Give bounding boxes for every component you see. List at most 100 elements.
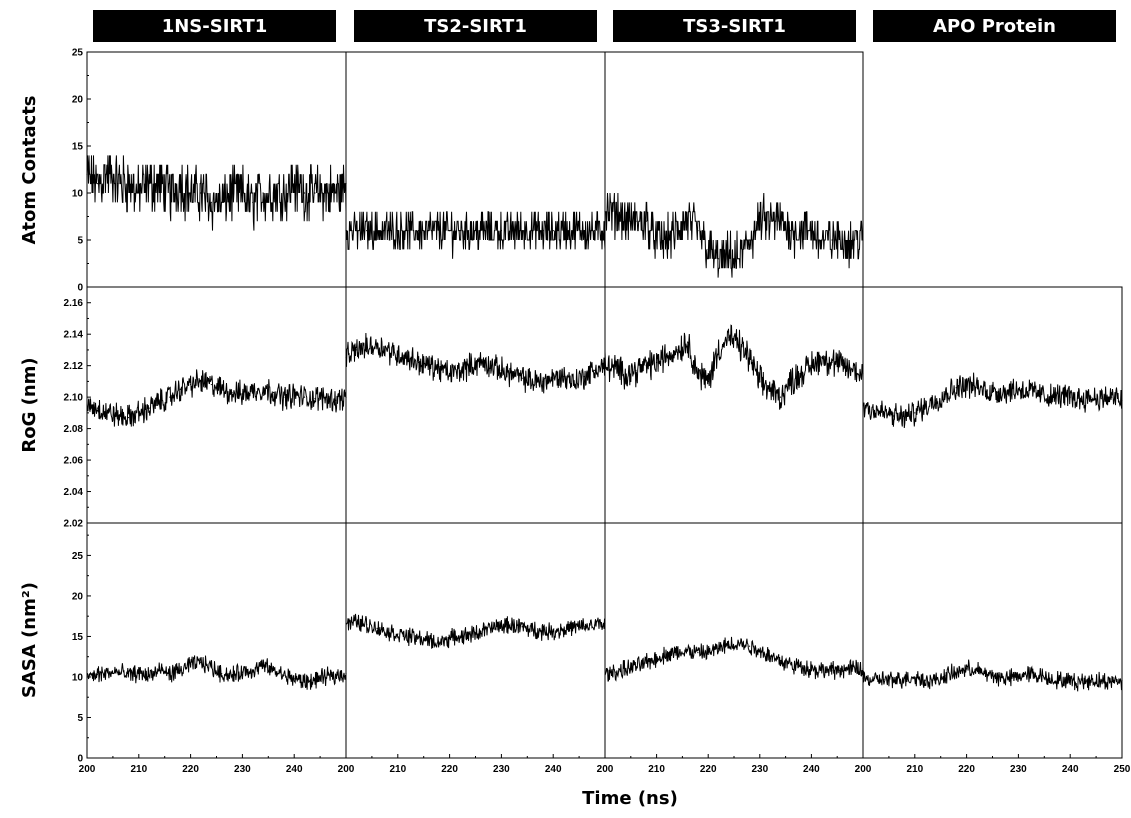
data-point-r0-c2-7 [676, 230, 678, 232]
x-tick-label-c2: 210 [648, 764, 665, 775]
data-point-r1-c0-6 [148, 407, 150, 409]
data-point-r1-c0-2 [107, 412, 109, 414]
data-point-r2-c3-9 [955, 672, 957, 674]
data-point-r2-c1-1 [355, 621, 357, 623]
data-point-r1-c3-13 [997, 391, 999, 394]
data-point-r0-c2-9 [697, 230, 699, 232]
data-point-r0-c0-18 [272, 192, 275, 194]
data-point-r2-c1-5 [397, 633, 399, 635]
data-point-r1-c3-20 [1069, 396, 1071, 398]
data-point-r2-c3-19 [1059, 679, 1061, 681]
data-point-r1-c3-12 [986, 390, 988, 392]
data-point-r2-c0-20 [293, 677, 295, 680]
data-point-r1-c0-13 [221, 388, 223, 390]
data-point-r2-c2-21 [821, 669, 823, 672]
data-point-r1-c1-21 [562, 376, 565, 378]
data-point-r2-c1-18 [531, 629, 534, 631]
data-point-r2-c1-16 [511, 624, 513, 626]
data-point-r2-c1-3 [376, 627, 378, 629]
data-point-r2-c2-19 [800, 665, 802, 668]
data-point-r2-c3-22 [1090, 679, 1092, 681]
data-point-r2-c0-8 [169, 673, 171, 675]
data-point-r1-c0-15 [241, 393, 243, 395]
data-point-r1-c0-21 [303, 396, 306, 398]
data-point-r1-c3-22 [1090, 396, 1092, 398]
data-point-r0-c1-13 [480, 230, 482, 232]
data-point-r1-c2-9 [697, 372, 699, 375]
y-tick-label-r2: 20 [72, 591, 84, 602]
y-tick-label-r2: 0 [77, 754, 83, 765]
data-point-r2-c0-7 [158, 669, 161, 672]
data-point-r2-c3-20 [1069, 680, 1071, 682]
data-point-r2-c0-21 [303, 681, 306, 683]
x-tick-label-c1: 200 [338, 764, 355, 775]
data-point-r1-c2-8 [686, 341, 689, 343]
y-tick-label-r1: 2.02 [64, 519, 84, 530]
data-point-r0-c1-5 [397, 230, 399, 232]
data-point-r0-c0-15 [241, 192, 243, 194]
x-tick-label-c2: 230 [751, 764, 768, 775]
data-point-r1-c3-4 [903, 416, 906, 419]
data-point-r2-c2-7 [676, 652, 678, 654]
data-point-r2-c2-23 [841, 669, 843, 671]
panel-frame-r0-c2 [604, 51, 864, 288]
data-point-r0-c0-8 [169, 192, 171, 194]
data-point-r2-c0-5 [138, 672, 140, 674]
panel-frame-r0-c0 [86, 51, 347, 288]
column-header-1ns-sirt1: 1NS-SIRT1 [93, 10, 336, 42]
x-tick-label-c2: 220 [700, 764, 717, 775]
data-point-r2-c1-23 [583, 626, 585, 628]
data-point-r0-c2-5 [656, 239, 658, 241]
panel-frame-r1-c2 [604, 286, 864, 524]
data-point-r1-c3-24 [1111, 396, 1113, 398]
data-point-r1-c0-3 [117, 415, 119, 417]
data-point-r2-c2-4 [645, 661, 647, 663]
data-point-r2-c3-14 [1007, 677, 1009, 680]
y-tick-label-r1: 2.10 [64, 393, 84, 404]
data-point-r1-c0-16 [252, 390, 254, 392]
data-point-r1-c0-0 [86, 404, 88, 406]
x-tick-label-c2: 200 [597, 764, 614, 775]
data-point-r1-c2-16 [769, 388, 771, 390]
data-point-r2-c3-10 [966, 668, 968, 670]
data-point-r2-c3-5 [914, 676, 916, 678]
data-point-r1-c2-4 [645, 365, 647, 367]
data-point-r0-c2-6 [666, 239, 668, 241]
panel-frame-r0-c1 [345, 51, 606, 288]
data-point-r1-c3-11 [976, 387, 978, 389]
data-point-r2-c0-19 [283, 674, 285, 676]
data-point-r0-c0-17 [262, 192, 264, 194]
data-point-r1-c1-1 [355, 349, 357, 351]
data-point-r0-c2-14 [748, 239, 751, 241]
data-point-r2-c1-21 [562, 628, 565, 630]
data-point-r1-c2-6 [666, 355, 668, 357]
data-point-r2-c1-7 [417, 637, 420, 639]
data-point-r2-c2-22 [831, 669, 833, 672]
data-point-r2-c2-15 [759, 649, 761, 651]
data-point-r1-c0-19 [283, 396, 285, 398]
data-point-r2-c0-16 [252, 669, 254, 672]
y-tick-label-r0: 0 [77, 283, 83, 294]
data-point-r2-c1-6 [407, 635, 409, 638]
data-point-r0-c2-3 [635, 220, 637, 222]
data-point-r2-c3-6 [924, 679, 926, 681]
data-point-r1-c0-10 [190, 383, 192, 386]
data-point-r1-c3-5 [914, 412, 916, 414]
data-point-r1-c1-5 [397, 354, 399, 356]
data-point-r2-c2-3 [635, 665, 637, 668]
data-point-r2-c1-17 [521, 626, 523, 628]
series-line-r1-c0 [86, 369, 347, 427]
x-tick-label-c3: 240 [1062, 764, 1079, 775]
data-point-r0-c2-20 [810, 230, 813, 232]
data-point-r1-c1-13 [480, 361, 482, 364]
data-point-r1-c1-19 [542, 380, 544, 382]
data-point-r1-c1-8 [428, 365, 430, 367]
data-point-r2-c0-11 [200, 661, 202, 663]
data-point-r1-c1-12 [469, 365, 471, 367]
x-tick-label-c1: 230 [493, 764, 510, 775]
data-point-r1-c3-10 [966, 383, 968, 386]
data-point-r0-c0-10 [190, 192, 192, 194]
data-point-r2-c2-8 [686, 650, 689, 652]
data-point-r2-c2-1 [614, 671, 616, 673]
x-tick-label-c3: 250 [1114, 764, 1131, 775]
